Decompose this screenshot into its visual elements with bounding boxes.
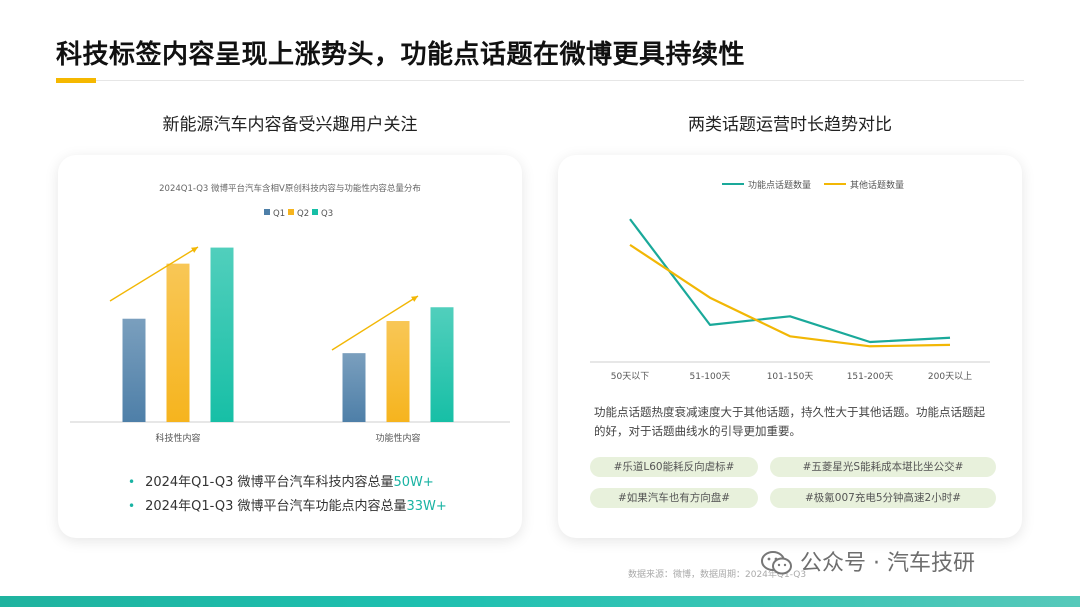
bar xyxy=(122,318,146,422)
legend-label: Q1 xyxy=(273,209,285,219)
bar xyxy=(210,247,234,422)
legend-label: 其他话题数量 xyxy=(850,179,904,191)
title-accent-bar xyxy=(56,78,96,83)
bar-chart-card: 2024Q1-Q3 微博平台汽车含相V原创科技内容与功能性内容总量分布 Q1 Q2 Q… xyxy=(58,155,522,538)
page-title: 科技标签内容呈现上涨势头，功能点话题在微博更具持续性 xyxy=(56,40,746,70)
legend-label: Q3 xyxy=(321,209,333,219)
x-tick-label: 200天以上 xyxy=(928,371,972,382)
left-section-title: 新能源汽车内容备受兴趣用户关注 xyxy=(162,115,418,135)
bar-chart: 2024Q1-Q3 微博平台汽车含相V原创科技内容与功能性内容总量分布 Q1 Q2 Q… xyxy=(70,183,510,444)
right-section-title: 两类话题运营时长趋势对比 xyxy=(688,115,892,135)
bar xyxy=(342,353,366,422)
legend-swatch xyxy=(312,209,318,215)
x-tick-label: 50天以下 xyxy=(611,372,649,382)
x-tick-label: 功能性内容 xyxy=(375,432,420,444)
trend-arrow-head xyxy=(411,296,418,302)
line-chart: 功能点话题数量 其他话题数量 50天以下 51-100天 101-150天 151-200… xyxy=(590,179,990,382)
chart-title: 2024Q1-Q3 微博平台汽车含相V原创科技内容与功能性内容总量分布 xyxy=(159,183,421,194)
legend-label: Q2 xyxy=(297,209,309,219)
bottom-accent-bar xyxy=(0,596,1080,607)
bullet-text: 2024年Q1-Q3 微博平台汽车功能点内容总量 xyxy=(145,499,407,514)
bullet-text: 2024年Q1-Q3 微博平台汽车科技内容总量 xyxy=(145,475,394,490)
trend-arrow xyxy=(109,246,199,302)
bullet-tech-total: • 2024年Q1-Q3 微博平台汽车科技内容总量50W+ xyxy=(128,471,434,490)
legend-swatch xyxy=(288,209,294,215)
series-line xyxy=(629,243,951,348)
watermark-text: 公众号 · 汽车技研 xyxy=(800,551,975,576)
trend-arrow xyxy=(331,295,419,351)
chart-description: 功能点话题热度衰减速度大于其他话题，持久性大于其他话题。功能点话题起的好，对于话… xyxy=(594,405,985,438)
topic-tag: #如果汽车也有方向盘# xyxy=(590,488,758,508)
topic-tag: #极氪007充电5分钟高速2小时# xyxy=(770,488,996,508)
series-line xyxy=(629,218,951,344)
bullet-function-total: • 2024年Q1-Q3 微博平台汽车功能点内容总量33W+ xyxy=(128,495,447,514)
trend-arrow-head xyxy=(191,247,198,253)
legend-label: 功能点话题数量 xyxy=(748,179,811,191)
x-tick-label: 101-150天 xyxy=(767,372,814,382)
bar xyxy=(166,263,190,422)
footer-source: 数据来源：微博，数据周期：2024年Q1-Q3 xyxy=(628,570,807,580)
bullet-dot-icon: • xyxy=(128,499,136,513)
x-tick-label: 151-200天 xyxy=(847,372,894,382)
bullet-highlight: 33W+ xyxy=(406,499,447,514)
topic-tag: #五菱星光S能耗成本堪比坐公交# xyxy=(770,457,996,477)
topic-tag: #乐道L60能耗反向虐标# xyxy=(590,457,758,477)
x-tick-label: 51-100天 xyxy=(690,372,731,382)
bar xyxy=(386,321,410,422)
legend-swatch xyxy=(264,209,270,215)
bullet-highlight: 50W+ xyxy=(393,475,434,490)
bar xyxy=(430,307,454,422)
bullet-dot-icon: • xyxy=(128,475,136,489)
wechat-icon xyxy=(761,551,792,575)
x-tick-label: 科技性内容 xyxy=(155,432,200,444)
title-divider xyxy=(56,80,1024,81)
line-chart-card: 功能点话题数量 其他话题数量 50天以下 51-100天 101-150天 151-200… xyxy=(558,155,1022,538)
